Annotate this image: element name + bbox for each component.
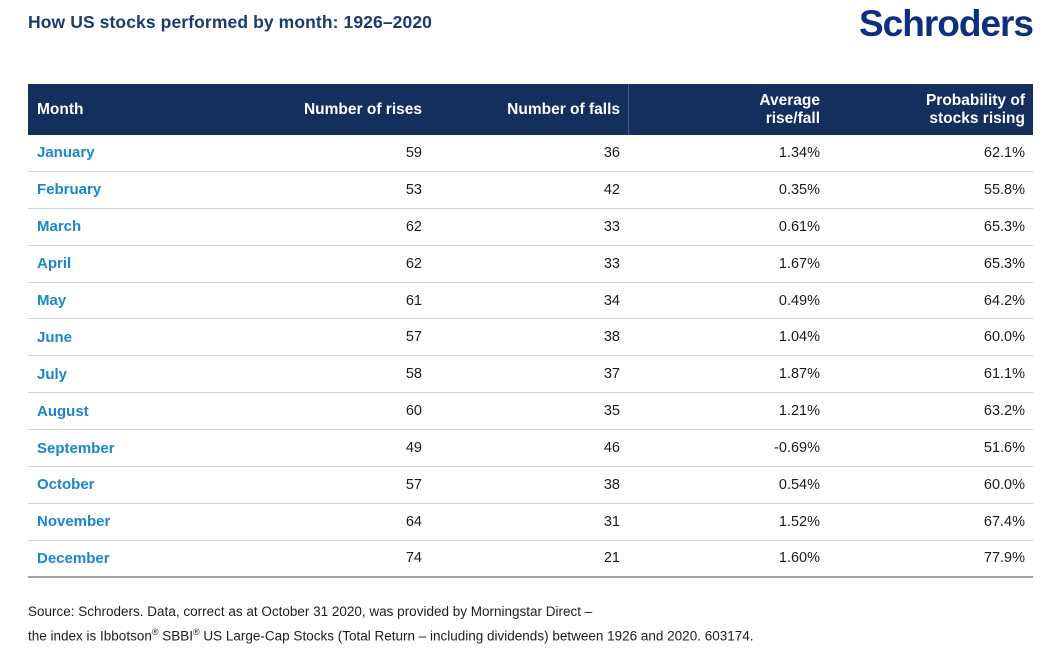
col-header-probability: Probability of stocks rising	[828, 84, 1033, 135]
table-row: April 62 33 1.67% 65.3%	[28, 246, 1033, 283]
col-header-probability-line1: Probability of	[925, 91, 1025, 109]
probability-cell: 64.2%	[983, 292, 1025, 309]
falls-cell: 42	[603, 181, 620, 198]
rises-cell: 53	[405, 181, 422, 198]
col-header-month: Month	[28, 84, 233, 135]
avg-rise-fall-cell: 1.60%	[778, 550, 820, 567]
col-header-average-rise-fall: Average rise/fall	[628, 84, 828, 135]
table-row: February 53 42 0.35% 55.8%	[28, 172, 1033, 209]
table-row: March 62 33 0.61% 65.3%	[28, 209, 1033, 246]
avg-rise-fall-cell: 0.61%	[778, 218, 820, 235]
table-row: September 49 46 -0.69% 51.6%	[28, 430, 1033, 468]
col-header-rises: Number of rises	[233, 84, 430, 135]
table-row: June 57 38 1.04% 60.0%	[28, 319, 1033, 357]
monthly-performance-table: Month Number of rises Number of falls Av…	[28, 84, 1033, 578]
rises-cell: 59	[405, 144, 422, 161]
rises-cell: 62	[405, 255, 422, 272]
col-header-month-label: Month	[37, 100, 84, 118]
probability-cell: 67.4%	[983, 513, 1025, 530]
probability-cell: 77.9%	[983, 550, 1025, 567]
month-cell: June	[37, 328, 73, 346]
month-cell: April	[37, 255, 72, 273]
col-header-average-line1: Average	[759, 91, 820, 109]
avg-rise-fall-cell: 1.04%	[778, 329, 820, 346]
probability-cell: 55.8%	[983, 181, 1025, 198]
month-cell: September	[37, 439, 115, 457]
col-header-rises-label: Number of rises	[303, 100, 422, 118]
registered-mark: ®	[151, 627, 159, 637]
month-cell: December	[37, 549, 110, 567]
table-row: November 64 31 1.52% 67.4%	[28, 504, 1033, 541]
table-row: December 74 21 1.60% 77.9%	[28, 541, 1033, 578]
avg-rise-fall-cell: 0.49%	[778, 292, 820, 309]
falls-cell: 38	[603, 476, 620, 493]
month-cell: January	[37, 144, 95, 162]
month-cell: February	[37, 181, 102, 199]
col-header-average-line2: rise/fall	[765, 109, 820, 127]
avg-rise-fall-cell: 0.54%	[778, 476, 820, 493]
falls-cell: 31	[603, 513, 620, 530]
probability-cell: 63.2%	[983, 403, 1025, 420]
table-header-row: Month Number of rises Number of falls Av…	[28, 84, 1033, 135]
probability-cell: 61.1%	[983, 366, 1025, 383]
rises-cell: 49	[405, 440, 422, 457]
avg-rise-fall-cell: 1.34%	[778, 144, 820, 161]
month-cell: May	[37, 292, 67, 309]
falls-cell: 37	[603, 366, 620, 383]
falls-cell: 33	[603, 255, 620, 272]
probability-cell: 51.6%	[983, 440, 1025, 457]
page-title: How US stocks performed by month: 1926–2…	[28, 12, 433, 32]
source-note-text: SBBI	[158, 628, 193, 644]
avg-rise-fall-cell: 1.21%	[778, 403, 820, 420]
source-note-text: the index is Ibbotson	[28, 628, 152, 644]
rises-cell: 62	[405, 218, 422, 235]
schroders-logo: Schroders	[858, 3, 1034, 44]
falls-cell: 38	[603, 329, 620, 346]
source-note-text: US Large-Cap Stocks (Total Return – incl…	[199, 628, 754, 644]
rises-cell: 58	[405, 366, 422, 383]
month-cell: August	[37, 402, 89, 420]
month-cell: October	[37, 476, 95, 494]
rises-cell: 57	[405, 329, 422, 346]
registered-mark: ®	[193, 627, 200, 637]
falls-cell: 21	[603, 550, 620, 567]
rises-cell: 57	[405, 476, 422, 493]
rises-cell: 60	[405, 403, 422, 420]
rises-cell: 64	[405, 513, 422, 530]
col-header-falls: Number of falls	[430, 84, 628, 135]
month-cell: March	[37, 218, 82, 236]
table-row: January 59 36 1.34% 62.1%	[28, 135, 1033, 172]
rises-cell: 61	[405, 292, 422, 309]
month-cell: November	[37, 513, 111, 531]
source-note: Source: Schroders. Data, correct as at O…	[28, 602, 754, 647]
col-header-falls-label: Number of falls	[507, 100, 620, 118]
avg-rise-fall-cell: -0.69%	[774, 440, 820, 457]
probability-cell: 65.3%	[983, 218, 1025, 235]
probability-cell: 65.3%	[983, 255, 1025, 272]
probability-cell: 60.0%	[983, 329, 1025, 346]
falls-cell: 46	[603, 440, 620, 457]
table-row: August 60 35 1.21% 63.2%	[28, 393, 1033, 431]
probability-cell: 62.1%	[983, 144, 1025, 161]
table-row: October 57 38 0.54% 60.0%	[28, 467, 1033, 504]
avg-rise-fall-cell: 0.35%	[778, 181, 820, 198]
avg-rise-fall-cell: 1.87%	[778, 366, 820, 383]
table-row: May 61 34 0.49% 64.2%	[28, 283, 1033, 320]
avg-rise-fall-cell: 1.67%	[778, 255, 820, 272]
falls-cell: 36	[603, 144, 620, 161]
table-row: July 58 37 1.87% 61.1%	[28, 356, 1033, 394]
source-note-line2: the index is Ibbotson® SBBI® US Large-Ca…	[28, 622, 754, 647]
probability-cell: 60.0%	[983, 476, 1025, 493]
falls-cell: 34	[603, 292, 620, 309]
falls-cell: 33	[603, 218, 620, 235]
falls-cell: 35	[603, 403, 620, 420]
col-header-probability-line2: stocks rising	[929, 109, 1025, 127]
table-body: January 59 36 1.34% 62.1% February 53 42…	[28, 135, 1033, 578]
rises-cell: 74	[405, 550, 422, 567]
avg-rise-fall-cell: 1.52%	[778, 513, 820, 530]
source-note-line1: Source: Schroders. Data, correct as at O…	[28, 604, 593, 619]
month-cell: July	[37, 365, 68, 383]
